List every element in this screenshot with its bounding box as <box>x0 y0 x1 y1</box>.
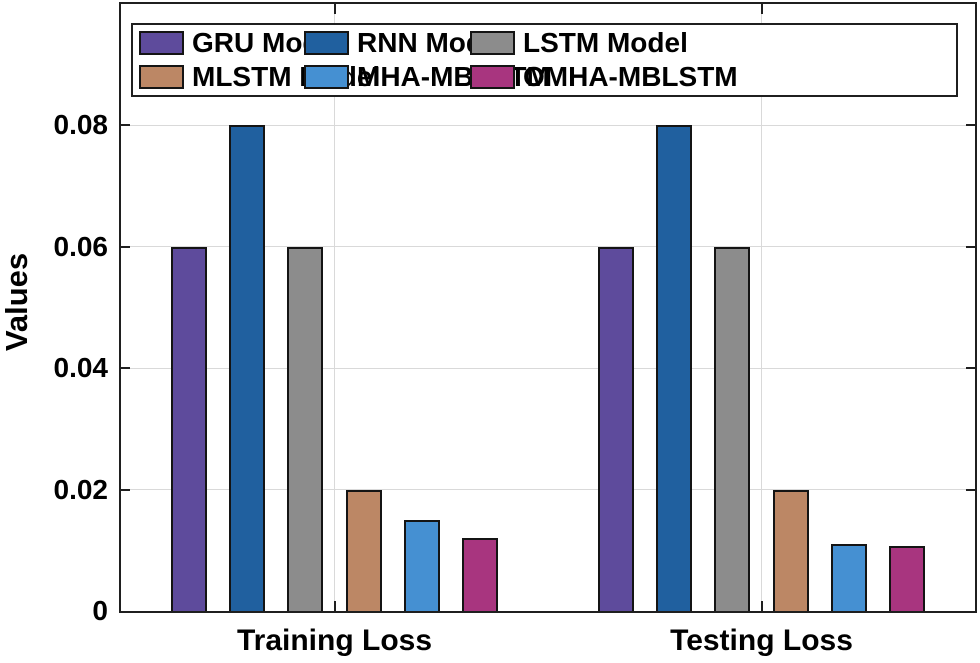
y-tick-left <box>121 124 130 127</box>
legend-swatch-omha-mblstm <box>470 65 515 90</box>
bar-mlstm-model-training-loss <box>346 490 382 611</box>
x-tick-top <box>333 4 336 14</box>
bar-mha-mblstm-training-loss <box>404 520 440 611</box>
y-tick-right <box>966 124 975 127</box>
y-gridline <box>121 489 975 491</box>
legend-swatch-rnn-model <box>304 30 349 55</box>
y-tick-left <box>121 367 130 370</box>
y-tick-right <box>966 245 975 248</box>
y-tick-label: 0.02 <box>53 473 109 505</box>
y-tick-label: 0.04 <box>53 352 109 384</box>
y-gridline <box>121 124 975 126</box>
legend-swatch-mlstm-model <box>139 65 184 90</box>
x-gridline <box>334 4 335 611</box>
bar-lstm-model-testing-loss <box>714 247 750 611</box>
legend-label: LSTM Model <box>523 26 688 58</box>
legend-item-mlstm-model: MLSTM Model <box>139 61 380 94</box>
y-tick-right <box>966 367 975 370</box>
legend-swatch-mha-mblstm <box>304 65 349 90</box>
y-gridline <box>121 367 975 369</box>
y-tick-label: 0 <box>92 595 108 626</box>
y-axis-title: Values <box>0 252 34 352</box>
bar-mha-mblstm-testing-loss <box>831 544 867 611</box>
x-category-label: Testing Loss <box>670 624 853 657</box>
bar-gru-model-testing-loss <box>598 247 634 611</box>
y-tick-left <box>121 245 130 248</box>
y-tick-label: 0.06 <box>53 230 109 262</box>
legend-item-rnn-model: RNN Model <box>304 26 506 59</box>
bar-mlstm-model-testing-loss <box>773 490 809 611</box>
x-tick-top <box>760 4 763 14</box>
plot-area: GRU Model RNN Model LSTM Model MLSTM Model M… <box>119 2 977 613</box>
bar-rnn-model-testing-loss <box>656 125 692 611</box>
x-tick-bottom <box>333 601 336 611</box>
legend: GRU Model RNN Model LSTM Model MLSTM Model M… <box>131 23 958 97</box>
legend-item-lstm-model: LSTM Model <box>470 26 956 59</box>
bar-rnn-model-training-loss <box>229 125 265 611</box>
legend-swatch-lstm-model <box>470 30 515 55</box>
legend-label: OMHA-MBLSTM <box>523 61 738 93</box>
x-gridline <box>761 4 762 611</box>
legend-item-mha-mblstm: MHA-MBLSTM <box>304 61 550 94</box>
legend-swatch-gru-model <box>139 30 184 55</box>
y-tick-left <box>121 488 130 491</box>
bar-omha-mblstm-testing-loss <box>889 546 925 611</box>
y-gridline <box>121 246 975 248</box>
x-tick-bottom <box>760 601 763 611</box>
legend-label: MHA-MBLSTM <box>357 61 550 93</box>
y-tick-label: 0.08 <box>53 109 109 141</box>
bar-omha-mblstm-training-loss <box>462 538 498 611</box>
bar-lstm-model-training-loss <box>287 247 323 611</box>
y-tick-right <box>966 488 975 491</box>
x-category-label: Training Loss <box>236 624 433 657</box>
legend-item-gru-model: GRU Model <box>139 26 343 59</box>
bar-gru-model-training-loss <box>171 247 207 611</box>
legend-item-omha-mblstm: OMHA-MBLSTM <box>470 61 956 94</box>
